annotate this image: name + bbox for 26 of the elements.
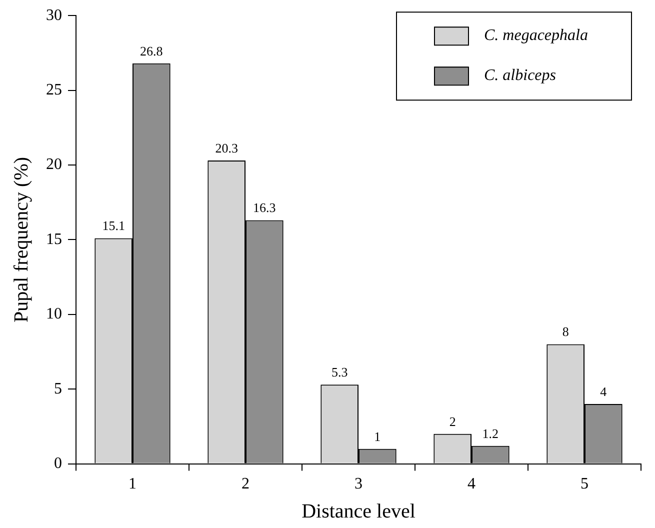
x-tick-label: 3 [354, 476, 362, 493]
data-label: 2 [449, 414, 456, 429]
data-label: 1 [374, 428, 381, 444]
data-label: 16.3 [253, 200, 276, 216]
y-tick-label: 0 [54, 455, 62, 472]
data-label: 8 [562, 324, 569, 340]
x-tick-label: 4 [468, 476, 476, 493]
x-axis-title: Distance level [302, 500, 416, 522]
legend-label: C. megacephala [484, 26, 588, 44]
data-label: 4 [600, 384, 608, 399]
y-tick-label: 15 [46, 230, 62, 248]
data-label: 15.1 [102, 218, 125, 234]
data-label: 20.3 [215, 140, 238, 156]
y-tick-label: 5 [54, 380, 62, 398]
x-tick-label: 5 [580, 476, 588, 493]
data-label: 26.8 [140, 43, 163, 58]
x-tick-label: 1 [128, 476, 136, 493]
data-label: 1.2 [482, 426, 499, 441]
x-tick-label: 2 [242, 476, 250, 493]
legend-label: C. albiceps [484, 66, 556, 84]
y-tick-label: 25 [46, 82, 62, 99]
y-tick-label: 30 [46, 6, 62, 24]
y-axis-title: Pupal frequency (%) [10, 156, 32, 322]
y-tick-label: 20 [46, 156, 62, 174]
y-tick-label: 10 [46, 306, 62, 323]
data-label: 5.3 [331, 364, 348, 380]
